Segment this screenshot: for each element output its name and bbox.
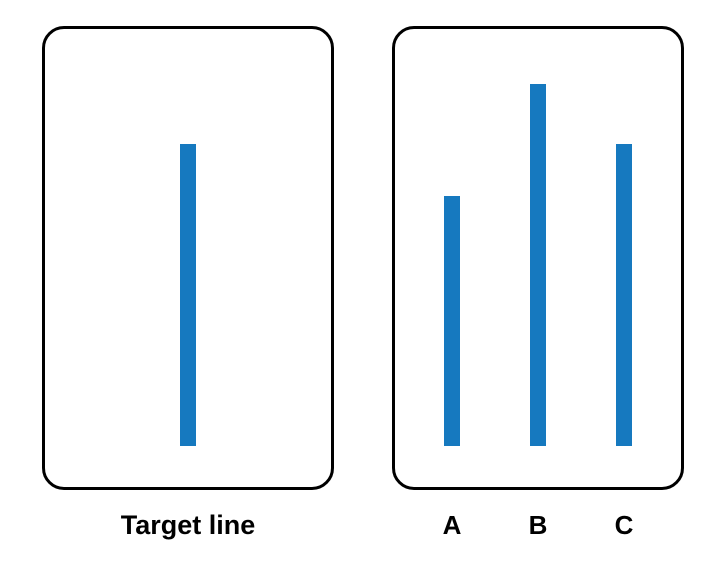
- target-label: Target line: [38, 510, 338, 541]
- comparison-bar-c: [616, 144, 632, 446]
- comparison-bar-b: [530, 84, 546, 446]
- comparison-bar-a: [444, 196, 460, 446]
- comparison-label-c: C: [474, 510, 728, 541]
- target-line-bar: [180, 144, 196, 446]
